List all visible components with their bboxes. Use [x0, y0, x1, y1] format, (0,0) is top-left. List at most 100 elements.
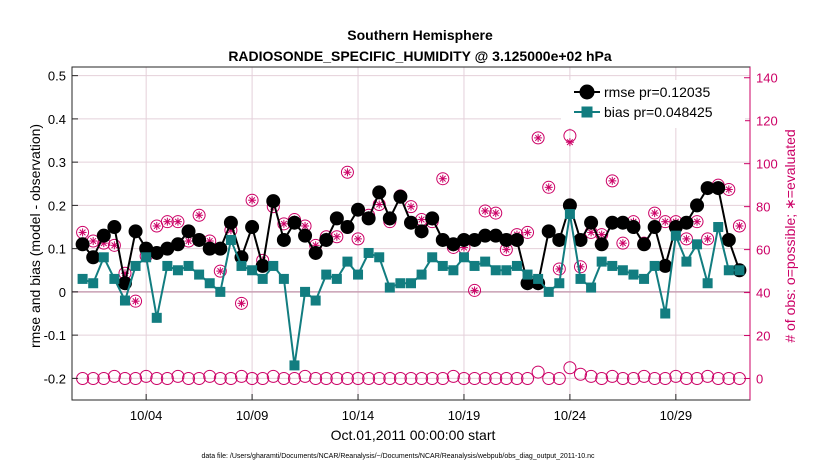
y-right-tick-label: 20: [756, 329, 770, 344]
asterisk-stroke: [111, 242, 118, 249]
obs-possible-point: [658, 372, 672, 386]
bias-point: [713, 222, 724, 233]
obs-possible-point: [107, 238, 121, 252]
asterisk-stroke: [683, 235, 690, 243]
asterisk-stroke: [492, 209, 499, 217]
rmse-point: [75, 237, 90, 252]
obs-possible-point: [457, 372, 471, 386]
obs-possible-point: [192, 372, 206, 386]
rmse-point: [647, 220, 662, 235]
rmse-point: [690, 198, 705, 213]
obs-possible-point: [425, 372, 439, 386]
obs-evaluated-point: [491, 209, 500, 218]
asterisk-stroke: [587, 229, 595, 236]
obs-possible-point: [701, 369, 715, 383]
bias-point: [194, 269, 205, 280]
obs-possible-point: [542, 372, 556, 386]
bias-point: [670, 230, 681, 241]
obs-possible-point: [351, 232, 365, 246]
bias-point: [533, 273, 544, 284]
obs-evaluated-point: [417, 215, 426, 224]
obs-possible-point: [658, 215, 672, 229]
obs-evaluated-point: [544, 183, 553, 192]
obs-possible-point: [235, 296, 248, 310]
y-left-tick-label: -0.1: [44, 328, 66, 343]
rmse-point: [541, 224, 556, 239]
x-tick-label: 10/19: [448, 408, 481, 423]
bias-point: [141, 252, 152, 263]
y-right-tick-label: 120: [756, 114, 778, 129]
bias-point: [384, 282, 395, 293]
obs-possible-point: [531, 131, 545, 145]
obs-evaluated-point: [735, 221, 744, 230]
bias-point: [564, 209, 575, 220]
obs-evaluated-point: [332, 232, 341, 241]
bias-point: [681, 256, 692, 267]
obs-possible-point: [245, 372, 259, 386]
obs-evaluated-point: [184, 237, 193, 246]
rmse-point: [329, 211, 344, 226]
asterisk-stroke: [217, 267, 224, 275]
asterisk-stroke: [333, 233, 341, 240]
asterisk-stroke: [280, 220, 288, 228]
obs-possible-point: [340, 165, 354, 179]
legend-rmse-label: rmse pr=0.12035: [604, 84, 710, 100]
obs-evaluated-point: [523, 228, 532, 237]
obs-possible-point: [319, 372, 333, 386]
bias-point: [321, 269, 332, 280]
obs-evaluated-point: [534, 133, 543, 142]
bias-point: [490, 265, 501, 276]
obs-possible-point: [415, 372, 429, 386]
obs-evaluated-point: [216, 267, 225, 276]
y-right-tick-label: 40: [756, 286, 770, 301]
footnote: data file: /Users/gharamti/Documents/NCA…: [201, 453, 595, 460]
x-axis-label: Oct.01,2011 00:00:00 start: [331, 427, 496, 443]
obs-possible-point: [552, 262, 566, 276]
y-left-tick-label: -0.2: [44, 371, 66, 386]
obs-possible-point: [160, 215, 174, 229]
bias-point: [353, 269, 364, 280]
bias-point: [734, 265, 745, 276]
bias-point: [172, 265, 183, 276]
obs-possible-point: [722, 372, 736, 386]
obs-possible-point: [690, 372, 704, 386]
legend: rmse pr=0.12035 bias pr=0.048425: [561, 80, 745, 128]
rmse-point: [340, 220, 355, 235]
rmse-point: [637, 237, 652, 252]
rmse-point: [509, 232, 524, 247]
bias-point: [151, 312, 162, 323]
obs-evaluated-point: [195, 211, 204, 220]
bias-point: [628, 269, 639, 280]
obs-possible-point: [340, 372, 354, 386]
obs-possible-point: [129, 372, 143, 386]
asterisk-stroke: [471, 287, 478, 294]
bias-point: [649, 260, 660, 271]
obs-evaluated-point: [682, 234, 691, 243]
bias-point: [278, 273, 289, 284]
rmse-point: [382, 211, 397, 226]
bias-point: [257, 273, 268, 284]
bias-point: [247, 265, 258, 276]
asterisk-stroke: [90, 237, 97, 245]
obs-possible-point: [648, 206, 662, 220]
bias-point: [511, 260, 522, 271]
rmse-point: [711, 181, 726, 196]
bias-point: [300, 286, 311, 297]
asterisk-stroke: [185, 237, 192, 245]
rmse-point: [721, 232, 736, 247]
y-left-tick-label: 0: [59, 285, 66, 300]
rmse-point: [245, 220, 260, 235]
bias-point: [469, 260, 480, 271]
y-left-tick-label: 0.2: [48, 198, 66, 213]
obs-possible-point: [203, 369, 217, 383]
bias-point: [130, 260, 141, 271]
y-left-tick-label: 0.3: [48, 155, 66, 170]
obs-possible-point: [436, 172, 450, 186]
asterisk-stroke: [174, 218, 182, 225]
y-axis-right-label: # of obs: o=possible; ∗=evaluated: [782, 129, 798, 342]
obs-possible-point: [393, 372, 407, 386]
rmse-point: [86, 250, 101, 265]
bias-point: [236, 260, 247, 271]
obs-evaluated-point: [587, 228, 596, 237]
